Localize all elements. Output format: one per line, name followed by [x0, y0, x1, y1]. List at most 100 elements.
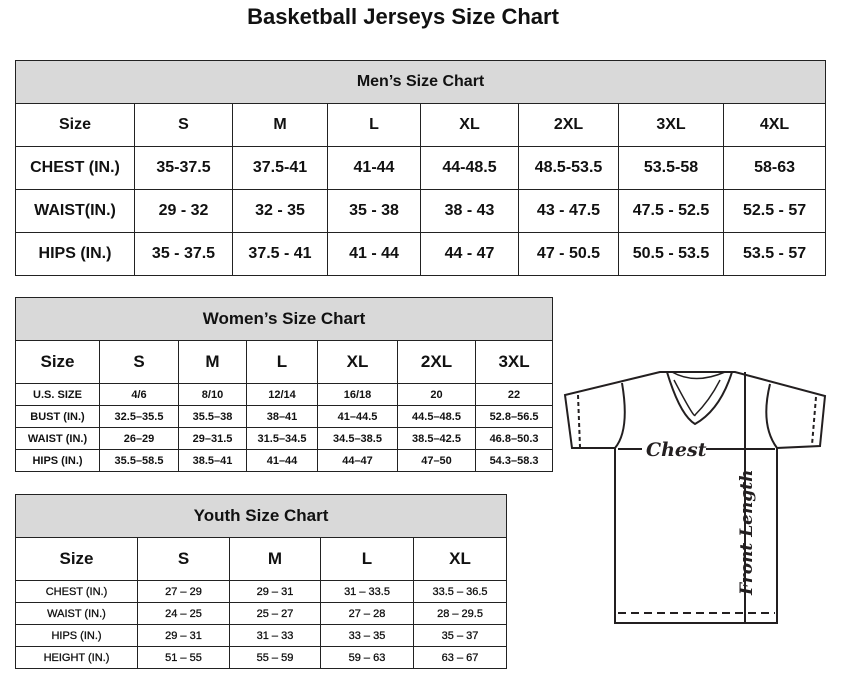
- table-cell: 58-63: [722, 146, 827, 190]
- table-cell: 41–44: [246, 449, 318, 472]
- table-cell: 35 – 37: [412, 624, 508, 647]
- table-cell: 44-48.5: [420, 146, 519, 190]
- table-cell: 20: [397, 383, 476, 406]
- row-label: HEIGHT (IN.): [15, 646, 138, 669]
- table-cell: 28 – 29.5: [412, 602, 508, 625]
- table-cell: 41-44: [327, 146, 421, 190]
- table-cell: 50.5 - 53.5: [618, 232, 724, 276]
- table-cell: 22: [474, 383, 554, 406]
- size-header-cell: M: [232, 103, 328, 147]
- table-cell: 44 - 47: [420, 232, 519, 276]
- table-cell: 29 – 31: [229, 580, 321, 603]
- table-header-row: Size S M L XL: [15, 537, 508, 581]
- table-row: HIPS (IN.) 35.5–58.5 38.5–41 41–44 44–47 47–5…: [15, 449, 554, 472]
- size-header-cell: M: [229, 537, 321, 581]
- table-cell: 27 – 29: [137, 580, 230, 603]
- row-label: BUST (IN.): [15, 405, 100, 428]
- size-header-cell: 3XL: [474, 340, 554, 384]
- table-cell: 55 – 59: [229, 646, 321, 669]
- size-header-cell: S: [99, 340, 179, 384]
- table-cell: 54.3–58.3: [474, 449, 554, 472]
- table-cell: 12/14: [246, 383, 318, 406]
- table-cell: 47 - 50.5: [518, 232, 619, 276]
- header-label: Size: [15, 103, 135, 147]
- row-label: CHEST (IN.): [15, 580, 138, 603]
- size-header-cell: L: [320, 537, 414, 581]
- table-row: HIPS (IN.) 29 – 31 31 – 33 33 – 35 35 – 37: [15, 624, 508, 647]
- table-cell: 32.5–35.5: [99, 405, 179, 428]
- table-row: WAIST (IN.) 26–29 29–31.5 31.5–34.5 34.5–38.…: [15, 427, 554, 450]
- header-label: Size: [15, 537, 138, 581]
- table-cell: 53.5-58: [618, 146, 724, 190]
- table-row: BUST (IN.) 32.5–35.5 35.5–38 38–41 41–44.5 44…: [15, 405, 554, 428]
- womens-size-table: Women’s Size Chart Size S M L XL 2XL 3XL U.S. …: [14, 297, 554, 472]
- table-row: U.S. SIZE 4/6 8/10 12/14 16/18 20 22: [15, 383, 554, 406]
- table-cell: 44–47: [317, 449, 398, 472]
- header-label: Size: [15, 340, 100, 384]
- table-cell: 48.5-53.5: [518, 146, 619, 190]
- table-cell: 35 - 37.5: [134, 232, 233, 276]
- size-header-cell: 3XL: [618, 103, 724, 147]
- table-row: CHEST (IN.) 27 – 29 29 – 31 31 – 33.5 33.5 –…: [15, 580, 508, 603]
- table-cell: 31 – 33.5: [320, 580, 414, 603]
- table-cell: 41–44.5: [317, 405, 398, 428]
- table-cell: 34.5–38.5: [317, 427, 398, 450]
- table-cell: 51 – 55: [137, 646, 230, 669]
- table-row: CHEST (IN.) 35-37.5 37.5-41 41-44 44-48.5 48.…: [15, 146, 827, 190]
- table-header-row: Size S M L XL 2XL 3XL 4XL: [15, 103, 827, 147]
- table-cell: 43 - 47.5: [518, 189, 619, 233]
- mens-table-title: Men’s Size Chart: [14, 60, 827, 104]
- size-header-cell: XL: [412, 537, 508, 581]
- table-cell: 37.5-41: [232, 146, 328, 190]
- mens-size-table: Men’s Size Chart Size S M L XL 2XL 3XL 4XL CHES…: [14, 60, 827, 276]
- size-header-cell: L: [246, 340, 318, 384]
- shirt-outline-icon: [563, 371, 827, 624]
- row-label: WAIST (IN.): [15, 602, 138, 625]
- table-cell: 33.5 – 36.5: [412, 580, 508, 603]
- table-cell: 29–31.5: [178, 427, 247, 450]
- table-cell: 35.5–58.5: [99, 449, 179, 472]
- jersey-diagram: Chest Front Length: [563, 371, 827, 624]
- size-header-cell: 4XL: [722, 103, 827, 147]
- table-cell: 35 - 38: [327, 189, 421, 233]
- table-row: HEIGHT (IN.) 51 – 55 55 – 59 59 – 63 63 – 67: [15, 646, 508, 669]
- table-cell: 38–41: [246, 405, 318, 428]
- size-header-cell: XL: [317, 340, 398, 384]
- table-cell: 35-37.5: [134, 146, 233, 190]
- table-cell: 41 - 44: [327, 232, 421, 276]
- row-label: HIPS (IN.): [15, 232, 135, 276]
- table-row: WAIST (IN.) 24 – 25 25 – 27 27 – 28 28 – 29.…: [15, 602, 508, 625]
- front-length-label: Front Length: [737, 470, 757, 596]
- row-label: CHEST (IN.): [15, 146, 135, 190]
- table-cell: 27 – 28: [320, 602, 414, 625]
- row-label: WAIST(IN.): [15, 189, 135, 233]
- table-cell: 8/10: [178, 383, 247, 406]
- table-cell: 38 - 43: [420, 189, 519, 233]
- table-row: WAIST(IN.) 29 - 32 32 - 35 35 - 38 38 - 43 43…: [15, 189, 827, 233]
- table-cell: 37.5 - 41: [232, 232, 328, 276]
- table-cell: 32 - 35: [232, 189, 328, 233]
- table-cell: 16/18: [317, 383, 398, 406]
- table-cell: 46.8–50.3: [474, 427, 554, 450]
- table-cell: 29 – 31: [137, 624, 230, 647]
- page-title: Basketball Jerseys Size Chart: [247, 4, 559, 29]
- table-cell: 53.5 - 57: [722, 232, 827, 276]
- table-header-row: Size S M L XL 2XL 3XL: [15, 340, 554, 384]
- table-cell: 47–50: [397, 449, 476, 472]
- table-cell: 38.5–42.5: [397, 427, 476, 450]
- table-cell: 35.5–38: [178, 405, 247, 428]
- row-label: WAIST (IN.): [15, 427, 100, 450]
- table-cell: 26–29: [99, 427, 179, 450]
- size-header-cell: S: [134, 103, 233, 147]
- youth-table-title: Youth Size Chart: [14, 494, 508, 538]
- table-cell: 59 – 63: [320, 646, 414, 669]
- table-cell: 44.5–48.5: [397, 405, 476, 428]
- chest-label: Chest: [646, 439, 707, 461]
- row-label: U.S. SIZE: [15, 383, 100, 406]
- table-cell: 31 – 33: [229, 624, 321, 647]
- table-cell: 29 - 32: [134, 189, 233, 233]
- womens-table-title: Women’s Size Chart: [14, 297, 554, 341]
- row-label: HIPS (IN.): [15, 449, 100, 472]
- table-cell: 52.8–56.5: [474, 405, 554, 428]
- table-row: HIPS (IN.) 35 - 37.5 37.5 - 41 41 - 44 44 - …: [15, 232, 827, 276]
